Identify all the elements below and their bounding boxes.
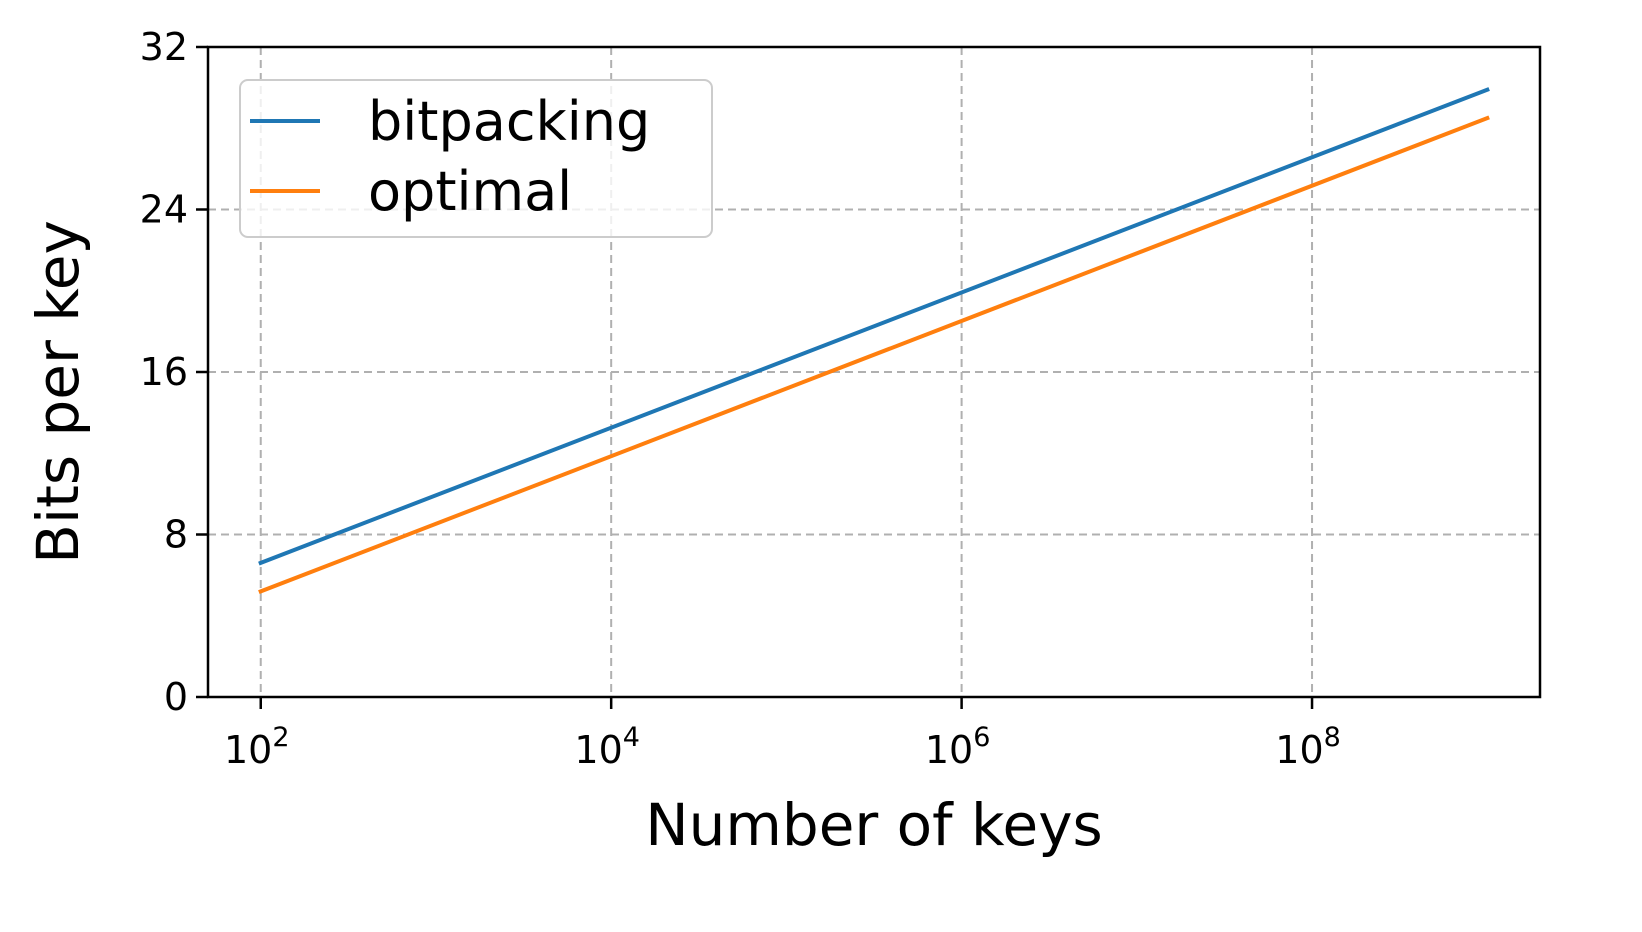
x-tick-base: 10: [574, 728, 622, 772]
legend-box: [239, 79, 713, 238]
series-line-bitpacking: [258, 87, 1490, 566]
x-tick-base: 10: [224, 728, 272, 772]
y-axis-title: Bits per key: [24, 220, 92, 564]
legend-label-optimal: optimal: [368, 160, 572, 223]
x-tick-base: 10: [1275, 728, 1323, 772]
series-line-optimal: [258, 115, 1490, 594]
x-tick-label: 102: [224, 722, 290, 772]
x-tick-label: 108: [1275, 722, 1341, 772]
x-tick-exponent: 2: [272, 722, 289, 753]
x-tick-exponent: 8: [1324, 722, 1341, 753]
x-tick-exponent: 4: [623, 722, 640, 753]
x-tick-exponent: 6: [973, 722, 990, 753]
y-tick-label: 24: [140, 188, 188, 232]
y-tick-label: 16: [140, 350, 188, 394]
x-tick-label: 104: [574, 722, 640, 772]
y-tick-label: 8: [164, 513, 188, 557]
x-tick-base: 10: [925, 728, 973, 772]
y-tick-label: 0: [164, 675, 188, 719]
y-tick-label: 32: [140, 25, 188, 69]
series-lines: [258, 87, 1490, 594]
x-axis-title: Number of keys: [645, 791, 1103, 859]
legend-label-bitpacking: bitpacking: [368, 90, 650, 153]
legend: bitpacking optimal: [239, 79, 713, 238]
x-tick-label: 106: [925, 722, 991, 772]
